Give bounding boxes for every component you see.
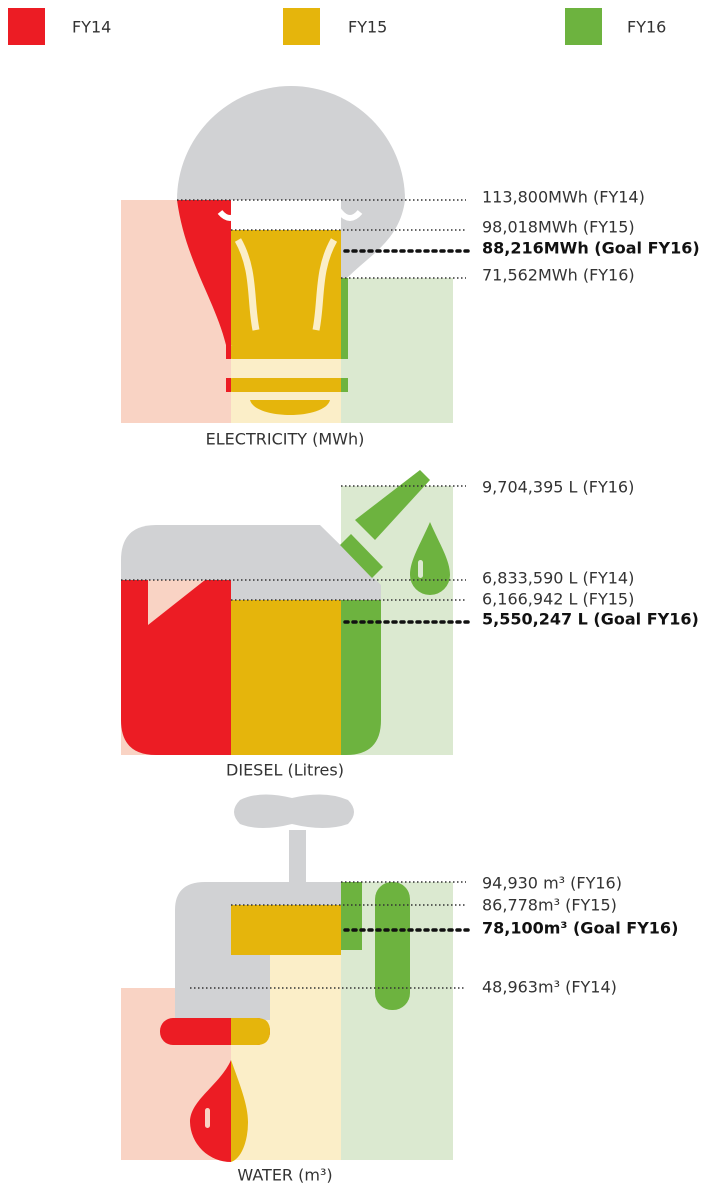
legend-swatch: [565, 8, 602, 45]
legend-label: FY16: [627, 18, 666, 37]
electricity-icon: [121, 86, 453, 423]
annotation: 98,018MWh (FY15): [482, 218, 635, 237]
annotation: 6,166,942 L (FY15): [482, 590, 634, 609]
annotation: 113,800MWh (FY14): [482, 188, 645, 207]
panel-title: DIESEL (Litres): [226, 761, 344, 780]
legend-swatch: [283, 8, 320, 45]
annotation: 6,833,590 L (FY14): [482, 569, 634, 588]
annotation: 86,778m³ (FY15): [482, 896, 617, 915]
goal-annotation: 5,550,247 L (Goal FY16): [482, 610, 699, 629]
panel-title: WATER (m³): [237, 1166, 332, 1185]
goal-annotation: 78,100m³ (Goal FY16): [482, 919, 678, 938]
annotation: 9,704,395 L (FY16): [482, 478, 634, 497]
goal-annotation: 88,216MWh (Goal FY16): [482, 239, 700, 258]
water-icon: [121, 794, 453, 1162]
annotation: 48,963m³ (FY14): [482, 978, 617, 997]
annotation: 71,562MWh (FY16): [482, 266, 635, 285]
legend-label: FY14: [72, 18, 111, 37]
legend-label: FY15: [348, 18, 387, 37]
panel-title: ELECTRICITY (MWh): [206, 430, 365, 449]
annotation: 94,930 m³ (FY16): [482, 874, 622, 893]
diesel-icon: [121, 470, 453, 755]
legend-swatch: [8, 8, 45, 45]
